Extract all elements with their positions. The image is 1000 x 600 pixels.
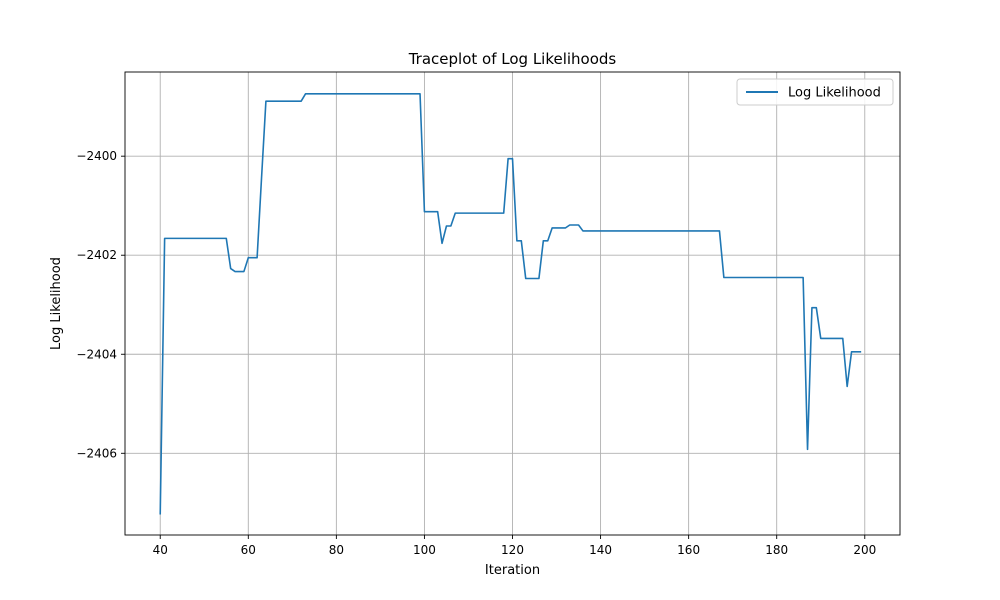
grid	[125, 72, 900, 535]
x-axis-label: Iteration	[485, 563, 540, 578]
series-line	[159, 92, 862, 515]
x-tick-label: 40	[153, 543, 168, 557]
y-tick-label: −2400	[76, 149, 117, 163]
y-tick-label: −2406	[76, 446, 117, 460]
x-tick-label: 140	[589, 543, 612, 557]
legend-label: Log Likelihood	[788, 86, 881, 101]
chart-title: Traceplot of Log Likelihoods	[408, 50, 617, 68]
y-axis-label: Log Likelihood	[49, 257, 64, 350]
x-tick-label: 160	[677, 543, 700, 557]
x-tick-label: 80	[329, 543, 344, 557]
x-tick-label: 60	[241, 543, 256, 557]
legend-box	[736, 78, 894, 106]
x-tick-label: 100	[413, 543, 436, 557]
y-axis: −2406 −2404 −2402 −2400	[76, 149, 125, 460]
legend: Log Likelihood	[736, 78, 894, 106]
x-tick-label: 180	[765, 543, 788, 557]
y-tick-label: −2404	[76, 347, 117, 361]
y-tick-label: −2402	[76, 248, 117, 262]
x-tick-label: 120	[501, 543, 524, 557]
series-layer	[159, 92, 862, 515]
x-axis: 40 60 80 100 120 140 160 180 200	[153, 535, 876, 557]
x-tick-label: 200	[853, 543, 876, 557]
